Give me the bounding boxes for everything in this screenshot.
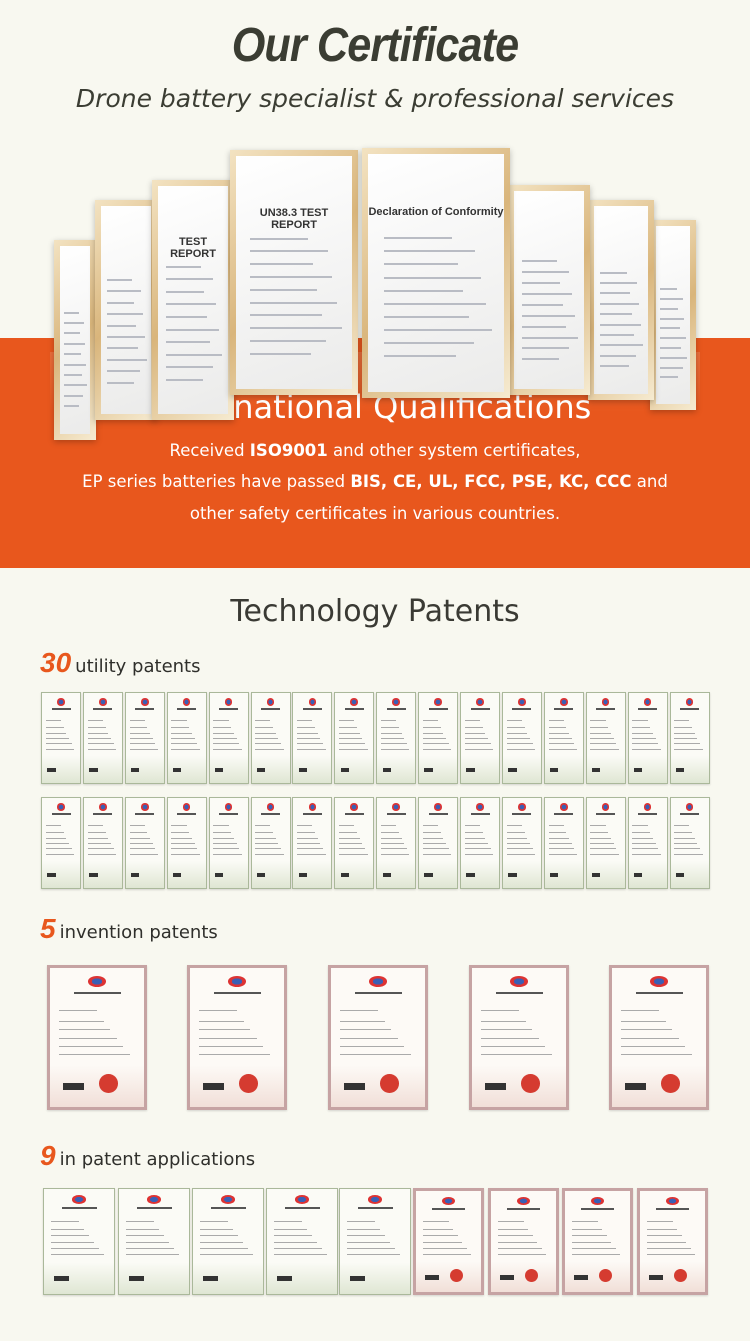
highlight: BIS, CE, UL, FCC, PSE, KC, CCC	[350, 472, 632, 491]
framed-certificate	[650, 220, 696, 410]
patent-certificate	[637, 1188, 708, 1295]
patent-certificate	[328, 965, 428, 1110]
patent-certificate	[166, 797, 207, 889]
patent-certificate	[43, 1188, 115, 1295]
patent-certificate	[418, 692, 459, 784]
patent-certificate	[376, 692, 417, 784]
label: invention patents	[59, 922, 218, 943]
invention-count: 5	[40, 913, 56, 944]
patent-certificate	[543, 797, 584, 889]
framed-certificate	[588, 200, 654, 400]
patent-certificate	[187, 965, 287, 1110]
framed-certificate	[508, 185, 590, 395]
label: utility patents	[75, 656, 201, 677]
patent-certificate	[292, 797, 333, 889]
framed-certificate	[54, 240, 96, 440]
patent-certificate	[208, 692, 249, 784]
patent-certificate	[413, 1188, 484, 1295]
framed-certificate: TEST REPORT	[152, 180, 234, 420]
patent-certificate	[47, 965, 147, 1110]
patent-certificate	[418, 797, 459, 889]
patent-certificate	[41, 797, 81, 889]
patent-certificate	[609, 965, 709, 1110]
patent-certificate	[334, 797, 375, 889]
patent-certificate	[543, 692, 584, 784]
page-title: Our Certificate	[231, 19, 519, 72]
patent-certificate	[585, 692, 626, 784]
text: EP series batteries have passed	[82, 472, 351, 491]
patent-certificate	[208, 797, 249, 889]
text: Received	[169, 441, 250, 460]
qualifications-line-3: other safety certificates in various cou…	[189, 504, 561, 523]
framed-certificate: Declaration of Conformity	[362, 148, 510, 398]
patent-certificate	[501, 797, 542, 889]
patent-certificate	[192, 1188, 264, 1295]
certificate-title: TEST REPORT	[170, 236, 216, 261]
patent-certificate	[82, 692, 123, 784]
patent-certificate	[460, 692, 500, 784]
applications-label: 9 in patent applications	[40, 1140, 255, 1172]
label: in patent applications	[59, 1149, 256, 1170]
patent-certificate	[488, 1188, 559, 1295]
utility-patents-label: 30 utility patents	[40, 647, 201, 679]
text: and other system certificates,	[327, 441, 581, 460]
patent-certificate	[627, 692, 668, 784]
patent-certificate	[118, 1188, 190, 1295]
utility-count: 30	[40, 647, 72, 678]
highlight: ISO9001	[249, 441, 328, 460]
certificate-title: UN38.3 TEST REPORT	[259, 207, 329, 232]
patent-certificate	[585, 797, 626, 889]
certificate-title: Declaration of Conformity	[368, 206, 504, 219]
patent-certificate	[376, 797, 417, 889]
patent-certificate	[250, 692, 291, 784]
framed-certificate	[95, 200, 157, 420]
qualifications-line-1: Received ISO9001 and other system certif…	[0, 441, 750, 460]
certificate-showcase: TEST REPORT UN38.3 TEST REPORT Declaration…	[0, 140, 750, 440]
patent-certificate	[669, 797, 710, 889]
patent-certificate	[334, 692, 375, 784]
patent-certificate	[562, 1188, 633, 1295]
patent-certificate	[124, 692, 165, 784]
patents-heading: Technology Patents	[230, 594, 520, 629]
patent-certificate	[250, 797, 291, 889]
patent-certificate	[266, 1188, 338, 1295]
patent-certificate	[627, 797, 668, 889]
patent-certificate	[124, 797, 165, 889]
qualifications-line-2: EP series batteries have passed BIS, CE,…	[0, 472, 750, 491]
patent-certificate	[501, 692, 542, 784]
patent-certificate	[339, 1188, 411, 1295]
patent-certificate	[669, 692, 710, 784]
patent-certificate	[460, 797, 500, 889]
text: and	[631, 472, 668, 491]
invention-patents-label: 5 invention patents	[40, 913, 218, 945]
patent-certificate	[166, 692, 207, 784]
patent-certificate	[292, 692, 333, 784]
page-subtitle: Drone battery specialist & professional …	[75, 84, 675, 113]
framed-certificate: UN38.3 TEST REPORT	[230, 150, 358, 395]
patent-certificate	[41, 692, 81, 784]
patent-certificate	[469, 965, 569, 1110]
patent-certificate	[82, 797, 123, 889]
applications-count: 9	[40, 1140, 56, 1171]
